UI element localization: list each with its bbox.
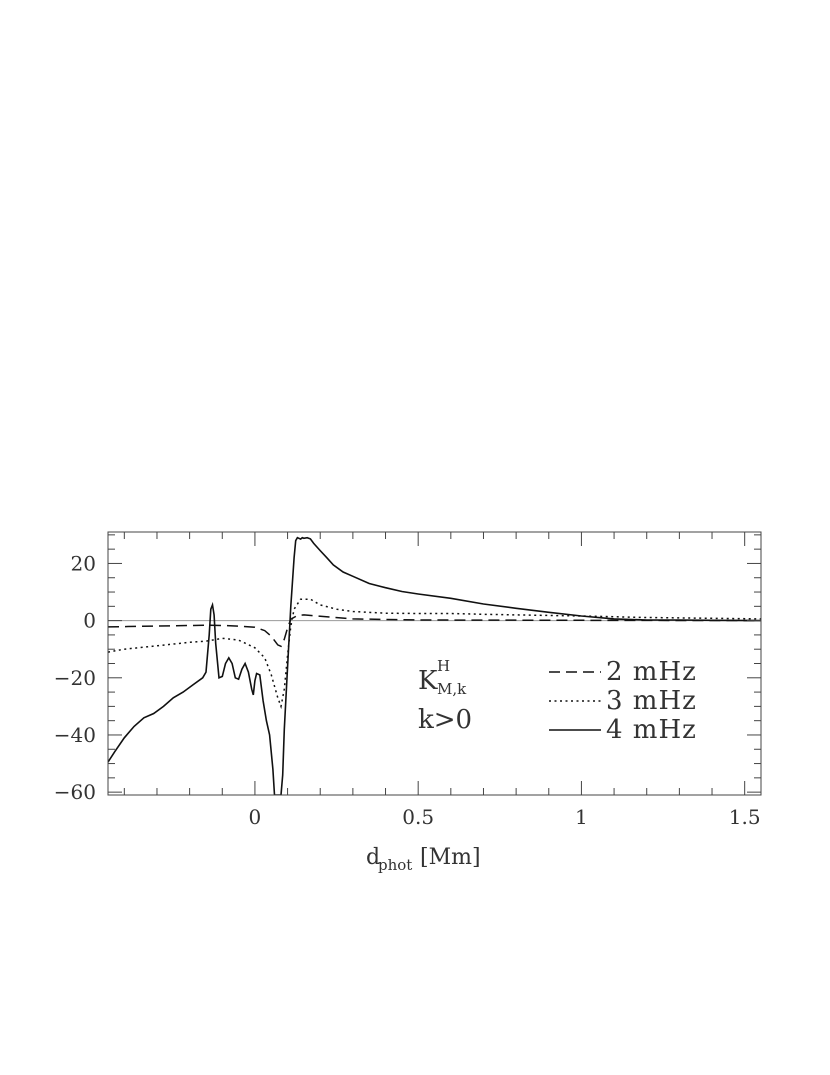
series-line-2 <box>108 598 761 710</box>
kernel-symbol: K <box>418 666 438 696</box>
legend-label-3: 4 mHz <box>606 715 697 745</box>
y-tick-label: −20 <box>54 666 96 690</box>
x-tick-label: 0.5 <box>402 805 434 829</box>
kernel-annotation: K H M,k k>0 <box>418 657 472 735</box>
series-line-1 <box>108 614 761 648</box>
kernel-subscript: M,k <box>437 680 467 698</box>
x-axis-title-main: d <box>366 845 380 870</box>
y-tick-label: −60 <box>54 780 96 804</box>
y-tick-label: 0 <box>83 609 96 633</box>
kernel-superscript: H <box>437 657 450 675</box>
kernel-condition: k>0 <box>418 705 472 735</box>
x-tick-label: 0 <box>249 805 262 829</box>
x-tick-label: 1 <box>575 805 588 829</box>
x-axis-title: d phot [Mm] <box>366 845 481 874</box>
series-line-3 <box>108 536 761 795</box>
y-tick-label: 20 <box>71 551 96 575</box>
x-axis-title-unit: [Mm] <box>420 845 481 870</box>
plot-frame <box>107 531 762 796</box>
legend-label-2: 3 mHz <box>606 686 697 716</box>
x-tick-label: 1.5 <box>729 805 761 829</box>
x-axis-title-sub: phot <box>378 856 412 874</box>
y-tick-label: −40 <box>54 723 96 747</box>
legend-label-1: 2 mHz <box>606 657 697 687</box>
